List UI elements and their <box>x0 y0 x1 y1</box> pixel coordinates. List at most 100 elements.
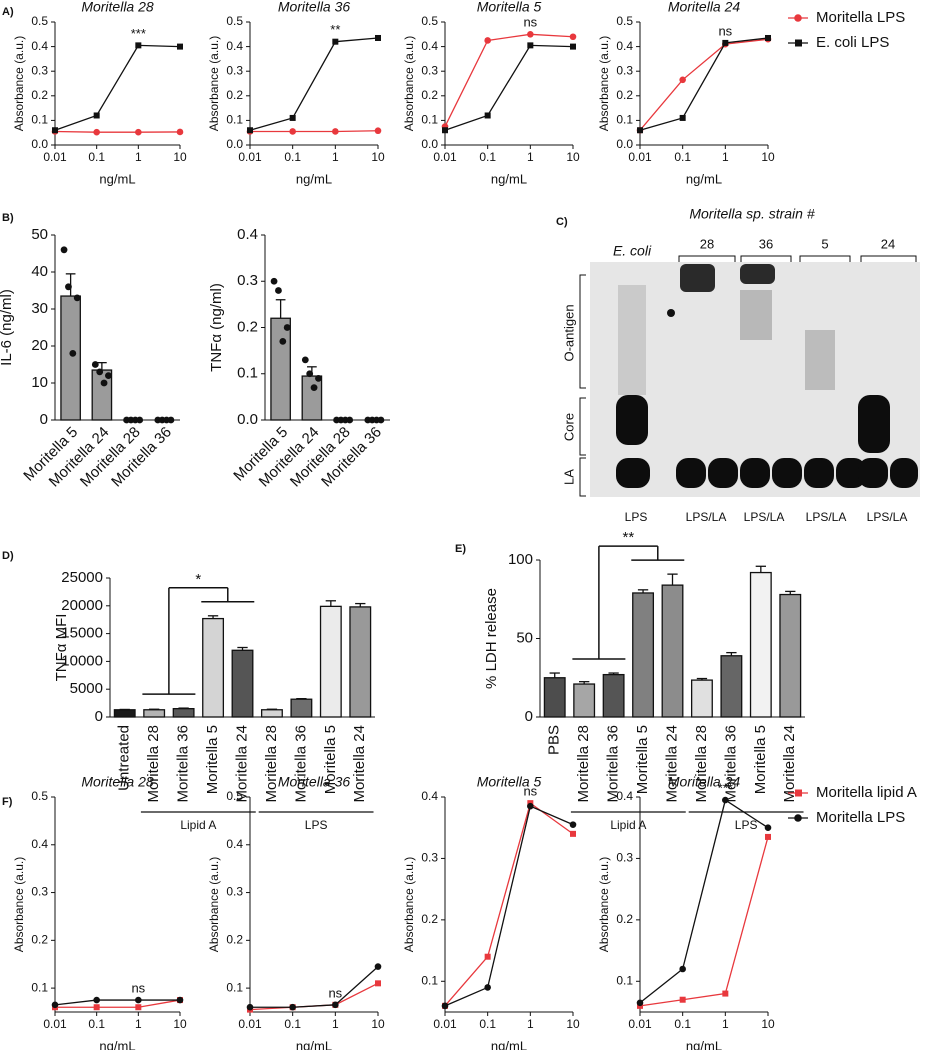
y-tick-label: 0.2 <box>226 88 243 102</box>
series-line <box>444 33 574 127</box>
legend-label: E. coli LPS <box>816 34 889 51</box>
gel-band <box>616 458 650 488</box>
gel-band <box>708 458 738 488</box>
data-point <box>60 246 68 254</box>
x-tick-label: 0.1 <box>284 150 301 164</box>
y-tick-label: 50 <box>516 629 533 646</box>
data-point <box>105 372 112 379</box>
marker <box>93 112 100 119</box>
legend-label: Moritella LPS <box>816 9 905 26</box>
series-line <box>444 44 574 131</box>
y-tick-label: 0.3 <box>616 63 633 77</box>
x-tick-label: 10 <box>173 1017 187 1031</box>
x-tick-label: 0.01 <box>628 150 652 164</box>
x-tick-label: 10 <box>173 150 187 164</box>
y-tick-label: 0.5 <box>616 14 633 28</box>
marker <box>569 821 577 828</box>
y-tick-label: 0.4 <box>616 39 633 53</box>
x-tick-label: 0.1 <box>674 1017 691 1031</box>
marker <box>374 963 382 970</box>
y-tick-label: 0.2 <box>616 88 633 102</box>
marker <box>722 39 729 46</box>
x-tick-label: 10 <box>761 150 775 164</box>
marker <box>93 128 100 136</box>
y-tick-label: 0.1 <box>237 365 258 382</box>
x-tick-label: Moritella 24 <box>351 725 368 803</box>
y-axis-label: Absorbance (a.u.) <box>402 36 416 131</box>
bar <box>573 683 596 718</box>
x-axis-label: ng/mL <box>296 1038 332 1050</box>
y-axis-label: IL-6 (ng/ml) <box>0 289 15 366</box>
y-axis-label: Absorbance (a.u.) <box>207 857 221 952</box>
x-tick-label: Moritella 5 <box>634 725 651 794</box>
x-tick-label: Moritella 5 <box>204 725 221 794</box>
gel-title: Moritella sp. strain # <box>689 206 814 222</box>
data-point <box>69 350 77 357</box>
legend-label: Moritella LPS <box>816 809 905 826</box>
region-label: Core <box>561 413 576 441</box>
chart-title: Moritella 28 <box>81 774 154 790</box>
legend-marker <box>795 39 802 47</box>
marker <box>765 833 771 840</box>
lane-label: 24 <box>881 236 895 251</box>
y-tick-label: 0.1 <box>31 113 48 127</box>
x-tick-label: 0.1 <box>88 1017 105 1031</box>
y-tick-label: 0.5 <box>31 14 48 28</box>
y-tick-label: 0.0 <box>237 411 258 428</box>
y-tick-label: 0.3 <box>31 885 48 899</box>
marker <box>679 76 686 84</box>
x-tick-label: 1 <box>332 150 339 164</box>
y-axis-label: Absorbance (a.u.) <box>12 36 26 131</box>
region-brackets <box>579 274 586 497</box>
annotation: ns <box>718 23 732 38</box>
y-tick-label: 0.2 <box>616 912 633 926</box>
y-tick-label: 0.3 <box>237 272 258 289</box>
marker <box>765 34 771 41</box>
gel-smear <box>740 290 772 340</box>
x-tick-label: 0.01 <box>238 150 262 164</box>
y-tick-label: 0.1 <box>421 973 438 987</box>
y-tick-label: 0.4 <box>31 837 48 851</box>
y-tick-label: 0.0 <box>31 137 48 151</box>
x-tick-label: Moritella 36 <box>722 725 739 803</box>
gel-band <box>890 458 918 488</box>
x-tick-label: 0.01 <box>433 150 457 164</box>
y-tick-label: 0.4 <box>226 837 243 851</box>
x-axis-label: ng/mL <box>491 1038 527 1050</box>
data-point <box>136 416 144 424</box>
bar <box>632 592 655 718</box>
annotation: *** <box>718 781 733 796</box>
x-axis-label: ng/mL <box>686 171 722 186</box>
marker <box>570 830 576 837</box>
data-point <box>73 294 81 302</box>
gel-band <box>772 458 802 488</box>
y-axis-label: Absorbance (a.u.) <box>597 857 611 952</box>
x-tick-label: 0.1 <box>479 150 496 164</box>
data-point <box>346 416 354 424</box>
data-point <box>279 337 287 345</box>
series-line <box>639 799 769 1004</box>
marker <box>93 1004 100 1011</box>
marker <box>93 996 100 1004</box>
bar <box>319 605 342 718</box>
lane-label: 5 <box>821 236 828 251</box>
chart-title: Moritella 28 <box>81 0 154 15</box>
y-axis-label: TNFα MFI <box>53 614 70 682</box>
bar <box>543 677 566 718</box>
marker <box>332 128 339 135</box>
y-tick-label: 10000 <box>61 652 103 669</box>
annotation: ns <box>328 985 342 1000</box>
x-tick-label: Moritella 36 <box>175 725 192 803</box>
x-tick-label: Moritella 28 <box>145 725 162 803</box>
data-point <box>306 370 314 378</box>
y-tick-label: 0.3 <box>31 63 48 77</box>
chart-title: Moritella 36 <box>278 774 351 790</box>
annotation: *** <box>131 26 146 41</box>
x-tick-label: PBS <box>546 725 563 755</box>
bar <box>349 606 372 718</box>
x-tick-label: 1 <box>527 150 534 164</box>
lane-label: LPS/LA <box>686 510 727 524</box>
gel-band <box>740 458 770 488</box>
y-tick-label: 0.2 <box>237 318 258 335</box>
x-tick-label: 10 <box>566 150 580 164</box>
